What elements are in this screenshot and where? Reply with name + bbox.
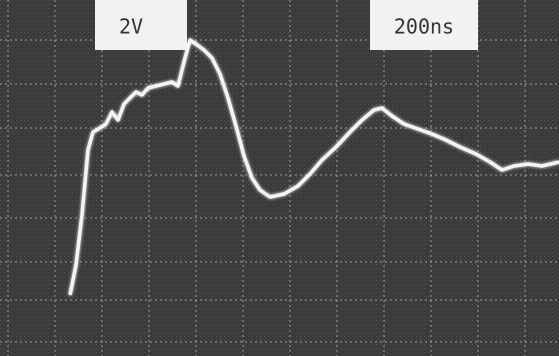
page: 2V 200ns (() => { const data = JSON.pars… (0, 0, 559, 356)
oscilloscope-photo: 2V 200ns (0, 0, 559, 356)
volts-per-division: 2V (119, 15, 143, 39)
time-per-division: 200ns (394, 15, 454, 39)
time-label-box: 200ns (370, 0, 478, 50)
volts-label-box: 2V (95, 0, 187, 50)
